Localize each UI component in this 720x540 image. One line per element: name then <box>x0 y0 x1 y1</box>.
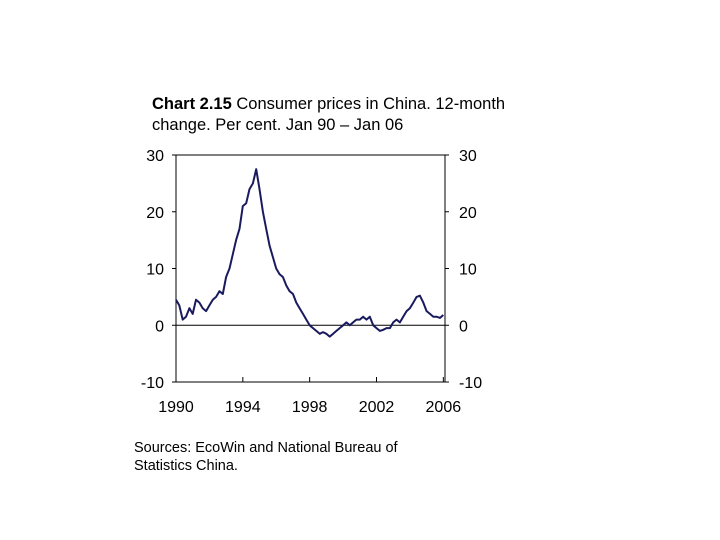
chart-axes <box>175 154 446 383</box>
x-tick-label: 1990 <box>158 399 194 416</box>
left-y-tick-label: 10 <box>146 262 164 279</box>
left-y-tick-label: 30 <box>146 148 164 165</box>
chart-tick-labels: 30 30 20 20 10 10 0 0 -10 -10 1990 1994 1998 2002 2006 <box>141 148 482 416</box>
right-y-tick-label: 0 <box>459 318 468 335</box>
right-y-tick-label: 10 <box>459 262 477 279</box>
cpi-series-line <box>175 168 444 338</box>
chart-title-text: Consumer prices in China. 12-month chang… <box>152 95 506 134</box>
x-tick-label: 1994 <box>225 399 261 416</box>
right-y-tick-label: -10 <box>459 375 482 392</box>
x-tick-label: 1998 <box>292 399 328 416</box>
right-y-tick-label: 20 <box>459 205 477 222</box>
x-tick-label: 2002 <box>359 399 395 416</box>
right-y-tick-label: 30 <box>459 148 477 165</box>
left-y-tick-label: -10 <box>141 375 164 392</box>
left-y-tick-label: 0 <box>155 318 164 335</box>
x-tick-label: 2006 <box>426 399 462 416</box>
left-y-tick-label: 20 <box>146 205 164 222</box>
chart-ticks <box>172 154 449 383</box>
source-note: Sources: EcoWin and National Bureau of S… <box>134 440 398 474</box>
chart-title: Chart 2.15 Consumer prices in China. 12-… <box>152 94 512 136</box>
chart-series <box>175 168 444 338</box>
chart-title-prefix: Chart 2.15 <box>152 95 232 113</box>
